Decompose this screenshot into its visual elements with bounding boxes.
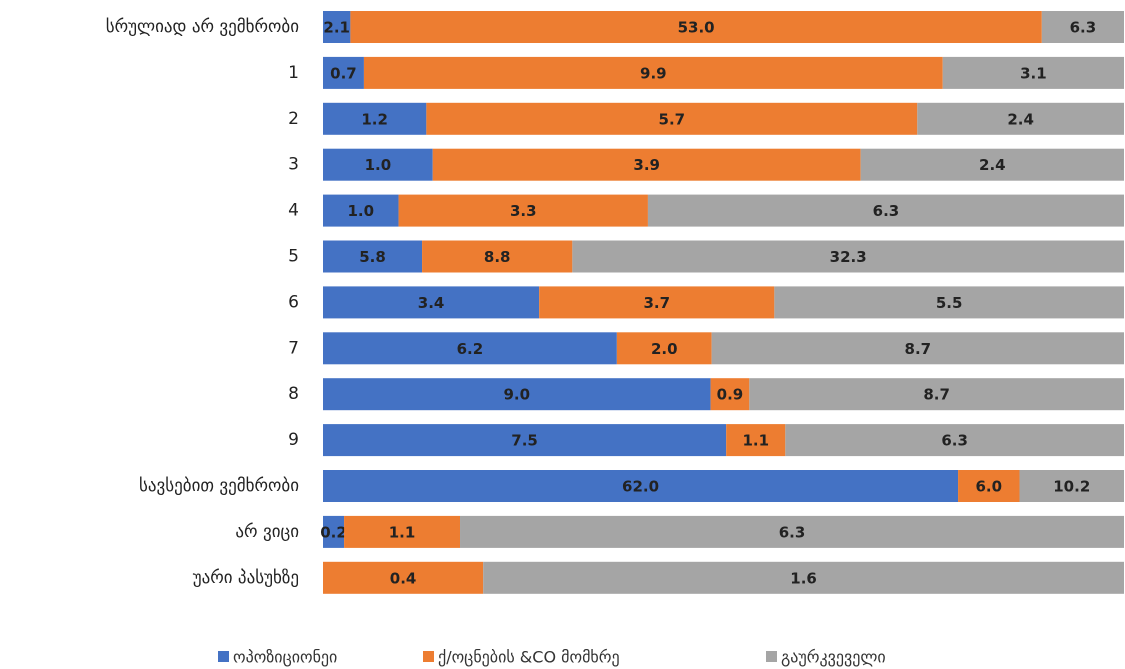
data-label: 1.0 bbox=[365, 156, 392, 174]
bar-segment bbox=[460, 515, 1124, 548]
bar-segment bbox=[323, 11, 351, 43]
bar-segment bbox=[323, 102, 427, 135]
category-label: 7 bbox=[288, 338, 299, 358]
data-label: 32.3 bbox=[830, 248, 867, 266]
bar-segment bbox=[432, 148, 861, 181]
category-label: 2 bbox=[288, 109, 299, 129]
bar-segment bbox=[323, 332, 617, 365]
category-label: უარი პასუხზე bbox=[193, 568, 299, 588]
bar-segment bbox=[323, 240, 423, 273]
data-label: 1.1 bbox=[742, 432, 769, 450]
data-label: 5.8 bbox=[359, 248, 386, 266]
legend-marker bbox=[218, 651, 229, 662]
bar-segment bbox=[942, 56, 1124, 89]
bar-segment bbox=[917, 102, 1124, 135]
category-label: არ ვიცი bbox=[235, 522, 299, 542]
bar-segment bbox=[647, 194, 1124, 227]
bar-segment bbox=[749, 378, 1124, 411]
data-label: 5.5 bbox=[936, 294, 963, 312]
data-label: 3.4 bbox=[418, 294, 445, 312]
bar-segment bbox=[323, 424, 727, 457]
legend-marker bbox=[766, 651, 777, 662]
bar-segment bbox=[710, 378, 750, 411]
bar-segment bbox=[323, 286, 540, 319]
category-label: 4 bbox=[288, 201, 299, 221]
bar-segment bbox=[785, 424, 1124, 457]
data-label: 53.0 bbox=[678, 19, 715, 37]
bar-segment bbox=[860, 148, 1124, 181]
legend-label: ქ/ოცნების &CO მომხრე bbox=[438, 648, 620, 667]
data-label: 1.0 bbox=[347, 202, 374, 220]
bar-segment bbox=[398, 194, 648, 227]
data-label: 9.9 bbox=[640, 64, 667, 82]
bar-segment bbox=[1041, 11, 1124, 43]
bar-segment bbox=[572, 240, 1124, 273]
category-label: 8 bbox=[288, 384, 299, 404]
category-label: 1 bbox=[288, 63, 299, 83]
data-label: 6.3 bbox=[941, 432, 968, 450]
data-label: 6.2 bbox=[457, 340, 484, 358]
data-label: 3.3 bbox=[510, 202, 537, 220]
data-label: 3.9 bbox=[633, 156, 660, 174]
data-label: 1.1 bbox=[389, 523, 416, 541]
data-label: 1.2 bbox=[361, 110, 388, 128]
legend-label: ოპოზიციონეი bbox=[233, 648, 337, 667]
data-label: 2.0 bbox=[651, 340, 678, 358]
data-label: 6.3 bbox=[873, 202, 900, 220]
bar-segment bbox=[426, 102, 918, 135]
data-label: 8.7 bbox=[923, 386, 950, 404]
bar-segment bbox=[323, 515, 345, 548]
data-label: 0.7 bbox=[330, 64, 357, 82]
data-label: 9.0 bbox=[504, 386, 531, 404]
data-label: 0.4 bbox=[390, 569, 417, 587]
bar-segment bbox=[539, 286, 775, 319]
data-label: 6.3 bbox=[779, 523, 806, 541]
category-label: 6 bbox=[288, 292, 299, 312]
data-label: 2.1 bbox=[323, 19, 350, 37]
data-label: 1.6 bbox=[790, 569, 817, 587]
bar-segment bbox=[363, 56, 943, 89]
data-label: 5.7 bbox=[659, 110, 686, 128]
bar-segment bbox=[323, 561, 484, 594]
data-label: 0.9 bbox=[717, 386, 744, 404]
data-label: 6.3 bbox=[1070, 19, 1097, 37]
data-label: 10.2 bbox=[1053, 478, 1090, 496]
bar-segment bbox=[323, 56, 364, 89]
bar-segment bbox=[323, 148, 433, 181]
bar-segment bbox=[711, 332, 1124, 365]
legend-label: გაურკვეველი bbox=[781, 648, 886, 667]
bar-segment bbox=[616, 332, 712, 365]
data-label: 2.4 bbox=[1007, 110, 1034, 128]
bar-segment bbox=[422, 240, 573, 273]
category-label: 9 bbox=[288, 430, 299, 450]
legend-marker bbox=[423, 651, 434, 662]
bar-segment bbox=[726, 424, 786, 457]
bar-segment bbox=[323, 470, 959, 502]
category-label: სავსებით ვემხრობი bbox=[139, 476, 299, 496]
bar-segment bbox=[344, 515, 461, 548]
data-label: 62.0 bbox=[622, 478, 659, 496]
bar-segment bbox=[774, 286, 1124, 319]
category-label: სრულიად არ ვემხრობი bbox=[106, 17, 299, 37]
bar-segment bbox=[350, 11, 1042, 43]
data-label: 3.1 bbox=[1020, 64, 1047, 82]
bar-segment bbox=[1019, 470, 1124, 502]
category-label: 5 bbox=[288, 247, 299, 267]
bar-segment bbox=[323, 378, 711, 411]
data-label: 7.5 bbox=[511, 432, 538, 450]
data-label: 8.7 bbox=[905, 340, 932, 358]
bar-segment bbox=[483, 561, 1124, 594]
data-label: 6.0 bbox=[976, 478, 1003, 496]
data-label: 0.2 bbox=[320, 523, 347, 541]
bar-segment bbox=[323, 194, 399, 227]
data-label: 8.8 bbox=[484, 248, 511, 266]
bar-segment bbox=[958, 470, 1020, 502]
category-label: 3 bbox=[288, 155, 299, 175]
data-label: 3.7 bbox=[643, 294, 670, 312]
data-label: 2.4 bbox=[979, 156, 1006, 174]
